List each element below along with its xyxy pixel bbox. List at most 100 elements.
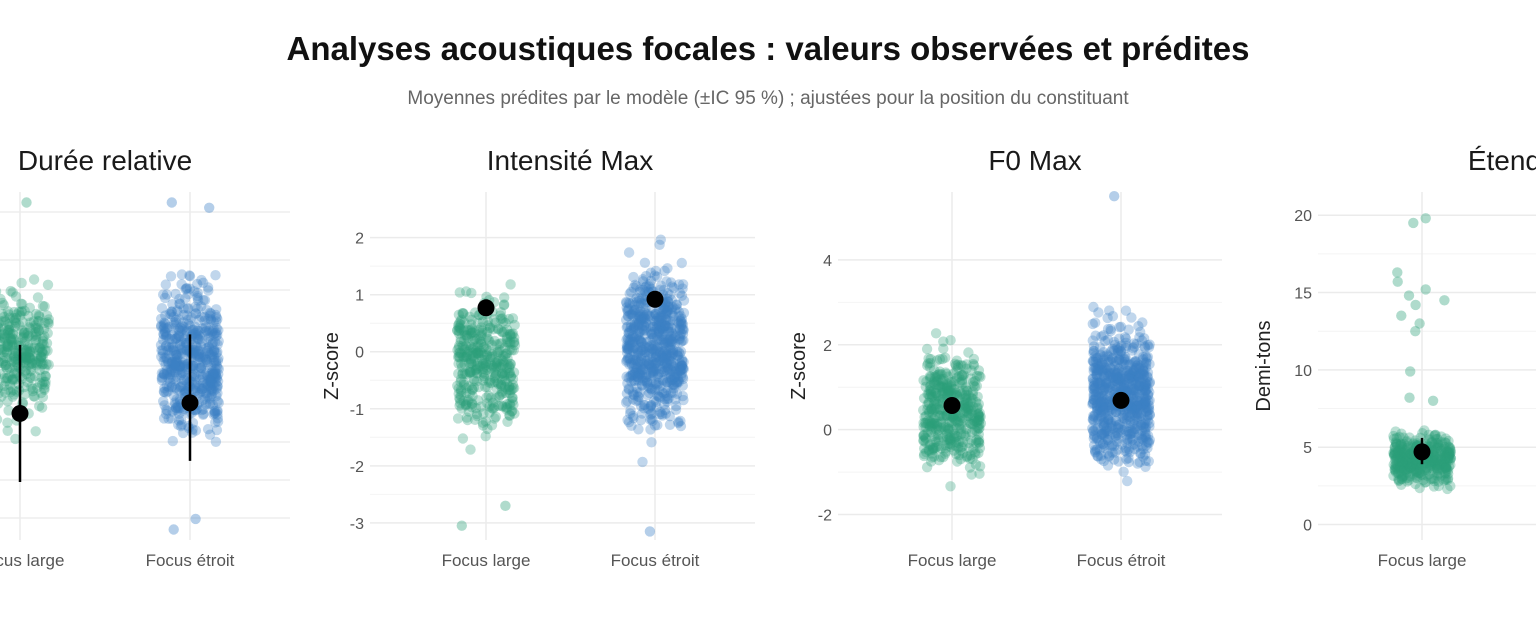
data-point xyxy=(1127,435,1138,446)
data-point xyxy=(161,352,172,363)
data-point xyxy=(968,360,980,371)
data-point xyxy=(466,366,477,377)
data-point xyxy=(480,416,491,427)
data-point xyxy=(190,308,201,319)
data-point xyxy=(196,386,207,397)
data-point xyxy=(952,456,963,467)
data-point xyxy=(163,413,174,424)
data-point xyxy=(1143,402,1155,413)
data-point xyxy=(1441,461,1452,472)
data-point xyxy=(495,313,506,325)
data-point xyxy=(646,437,657,448)
data-point xyxy=(657,334,669,345)
data-point xyxy=(926,418,937,430)
data-point xyxy=(948,425,959,436)
data-point xyxy=(925,381,936,392)
data-point xyxy=(477,316,489,327)
data-point xyxy=(974,415,985,426)
data-point xyxy=(1121,414,1132,425)
data-point xyxy=(480,381,491,393)
data-point xyxy=(20,345,31,356)
data-point xyxy=(674,365,685,377)
data-point xyxy=(1104,400,1116,411)
data-point xyxy=(1432,442,1444,454)
data-point xyxy=(621,347,633,358)
data-point xyxy=(498,350,509,362)
data-point xyxy=(1118,366,1129,377)
series-focus-large xyxy=(452,279,521,531)
data-point xyxy=(480,431,491,442)
data-point xyxy=(1090,447,1101,458)
data-point xyxy=(1445,453,1457,464)
data-point xyxy=(459,379,470,391)
data-point xyxy=(1088,388,1100,400)
data-point xyxy=(504,384,515,396)
data-point xyxy=(932,374,944,386)
data-point xyxy=(180,386,191,397)
data-point xyxy=(660,338,671,349)
data-point xyxy=(973,437,984,448)
data-point xyxy=(1101,425,1113,437)
data-point xyxy=(1104,384,1115,396)
data-point xyxy=(928,385,939,397)
data-point xyxy=(663,334,675,346)
data-point xyxy=(159,352,170,363)
data-point xyxy=(173,419,184,430)
data-point xyxy=(621,340,633,351)
data-point xyxy=(1395,446,1406,458)
data-point xyxy=(639,375,650,386)
data-point xyxy=(965,396,976,407)
data-point xyxy=(1105,429,1116,440)
data-point xyxy=(1420,476,1432,488)
data-point xyxy=(952,359,964,370)
data-point xyxy=(490,317,501,328)
data-point xyxy=(497,327,508,338)
data-point xyxy=(1120,342,1132,354)
data-point xyxy=(509,332,520,343)
data-point xyxy=(455,384,467,395)
data-point xyxy=(629,304,640,316)
data-point xyxy=(9,374,21,385)
data-point xyxy=(498,358,510,369)
data-point xyxy=(500,348,512,360)
data-point xyxy=(171,357,183,368)
data-point xyxy=(462,332,473,344)
data-point xyxy=(632,358,644,369)
data-point xyxy=(647,351,658,363)
data-point xyxy=(670,404,682,415)
data-point xyxy=(461,286,472,297)
data-point xyxy=(177,321,188,332)
data-point xyxy=(499,351,511,362)
data-point xyxy=(206,385,217,396)
data-point xyxy=(1424,463,1436,474)
data-point xyxy=(929,371,940,383)
data-point-outlier xyxy=(1420,213,1431,224)
data-point xyxy=(626,286,637,298)
data-point xyxy=(489,335,500,347)
data-point xyxy=(29,391,40,402)
data-point xyxy=(181,283,193,294)
data-point xyxy=(643,359,655,370)
data-point xyxy=(0,334,2,342)
data-point xyxy=(167,339,178,350)
data-point xyxy=(1419,477,1431,488)
data-point xyxy=(650,358,661,369)
data-point xyxy=(461,351,472,362)
data-point xyxy=(655,324,666,335)
data-point xyxy=(951,431,963,442)
data-point xyxy=(631,382,642,394)
data-point xyxy=(630,279,641,290)
data-point xyxy=(1088,380,1100,391)
data-point xyxy=(464,325,476,336)
data-point xyxy=(1129,341,1140,352)
data-point xyxy=(645,400,657,411)
data-point xyxy=(169,319,180,330)
data-point xyxy=(205,398,216,409)
data-point xyxy=(642,375,653,387)
data-point xyxy=(632,328,644,339)
data-point xyxy=(1417,428,1428,439)
data-point xyxy=(1133,362,1145,374)
data-point xyxy=(621,334,632,345)
data-point xyxy=(1125,384,1137,395)
data-point xyxy=(1091,353,1102,364)
